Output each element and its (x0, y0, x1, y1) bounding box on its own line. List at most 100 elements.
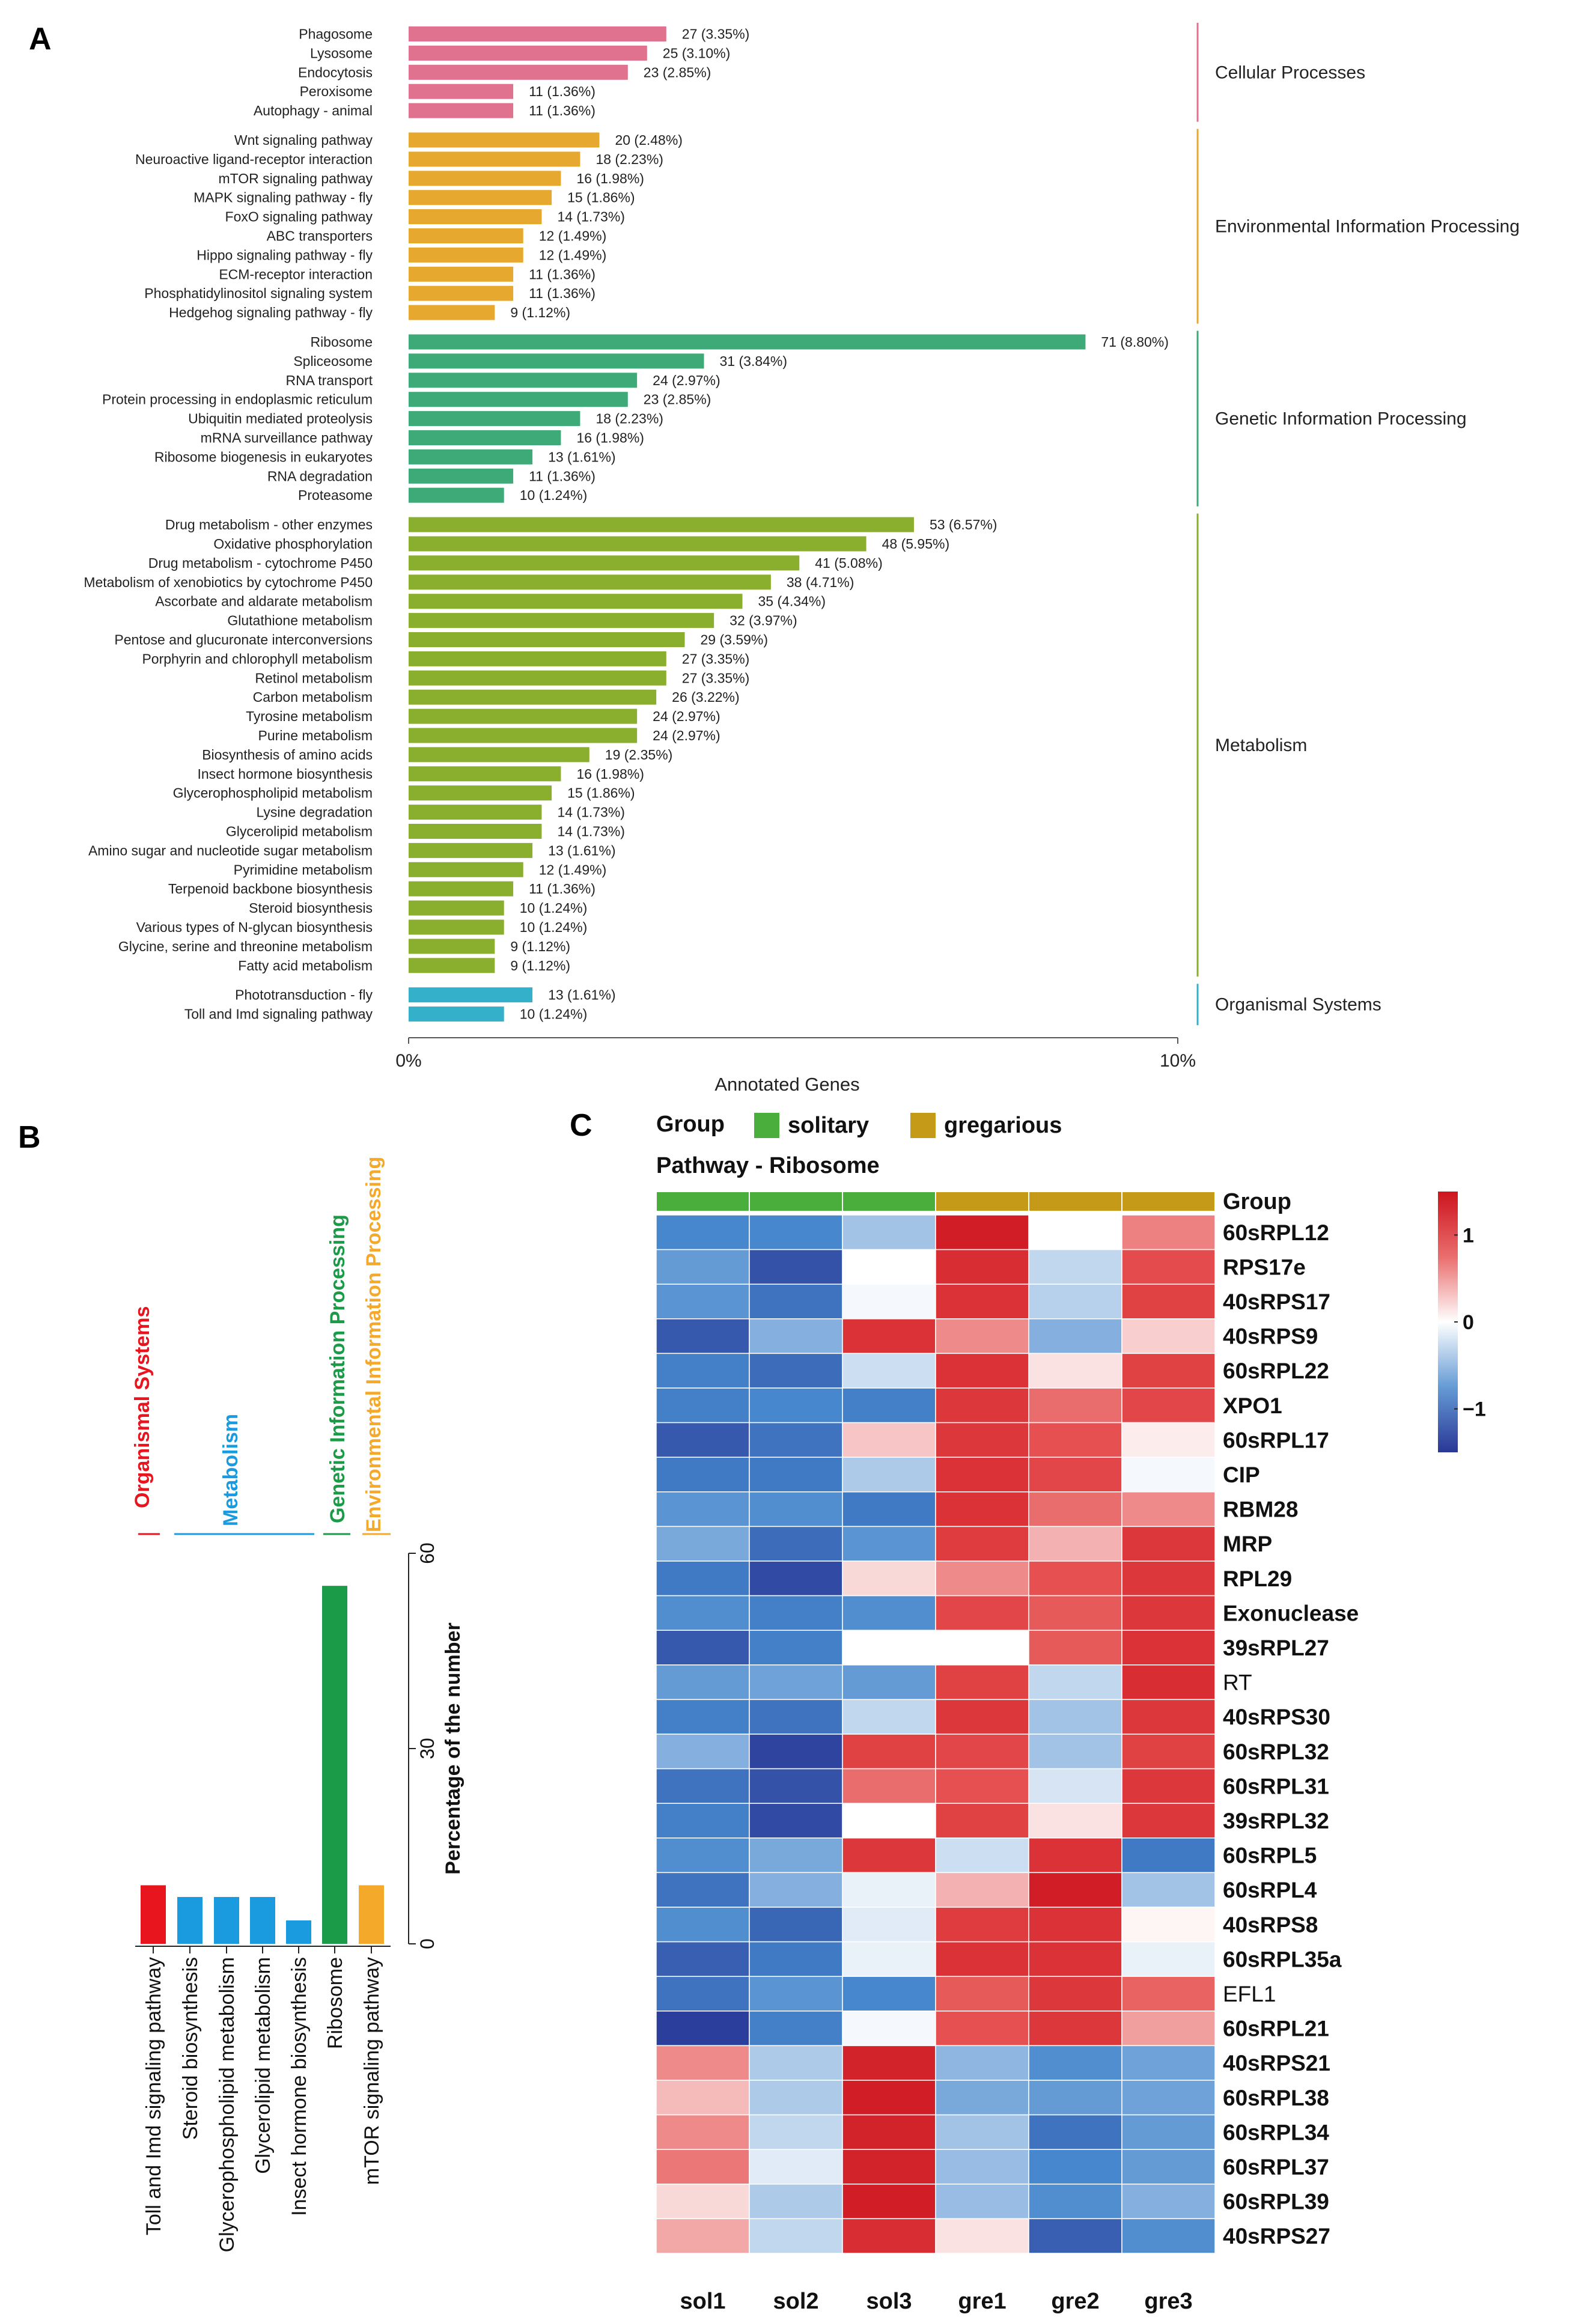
heatmap-cell (1028, 1422, 1122, 1458)
heatmap-cell (935, 2045, 1029, 2081)
bar-insect-hormone-biosynthesis (409, 766, 561, 782)
heatmap-cell (1028, 1249, 1122, 1285)
heatmap-cell (1121, 1353, 1216, 1389)
bar-drug-metabolism-other-enzymes (409, 517, 914, 532)
heatmap-cell (1028, 2149, 1122, 2185)
bar-toll-and-imd-signaling-pathway (409, 1006, 504, 1022)
heatmap-cell (656, 2114, 750, 2150)
bar-ribosome (322, 1586, 347, 1944)
pathway-label: Lysine degradation (256, 805, 373, 820)
heatmap-cell (656, 1630, 750, 1666)
heatmap-cell (935, 1526, 1029, 1562)
x-tick-label: Ribosome (324, 1957, 347, 2049)
heatmap-cell (1121, 1318, 1216, 1354)
legend-title: Group (656, 1112, 725, 1137)
heatmap-cell (1121, 1422, 1216, 1458)
column-label-sol1: sol1 (680, 2289, 725, 2314)
row-label-60srpl31: 60sRPL31 (1223, 1774, 1329, 1798)
bar-phosphatidylinositol-signaling-system (409, 285, 514, 301)
heatmap-cell (1028, 1941, 1122, 1977)
pathway-label: Terpenoid backbone biosynthesis (168, 881, 373, 897)
heatmap-cell (1028, 1491, 1122, 1527)
pathway-label: Phagosome (299, 26, 373, 42)
pathway-label: FoxO signaling pathway (225, 209, 373, 225)
x-tick-label: 0% (395, 1051, 421, 1071)
bar-value-label: 13 (1.61%) (548, 987, 616, 1003)
heatmap-cell (749, 1976, 843, 2012)
bar-ascorbate-and-aldarate-metabolism (409, 594, 743, 609)
bar-value-label: 24 (2.97%) (653, 708, 720, 724)
heatmap-cell (842, 1560, 936, 1597)
pathway-label: Tyrosine metabolism (246, 708, 373, 724)
row-label-60srpl38: 60sRPL38 (1223, 2086, 1329, 2110)
row-label-40srps17: 40sRPS17 (1223, 1289, 1330, 1314)
row-label-40srps27: 40sRPS27 (1223, 2224, 1330, 2248)
pathway-label: Ribosome (310, 334, 373, 350)
heatmap-cell (656, 1803, 750, 1839)
pathway-label: Peroxisome (300, 84, 373, 99)
x-axis-title: Annotated Genes (714, 1074, 859, 1095)
heatmap-cell (935, 1318, 1029, 1354)
panel-label-a: A (29, 22, 52, 56)
heatmap-cell (935, 1387, 1029, 1423)
bar-mtor-signaling-pathway (359, 1885, 384, 1944)
bar-purine-metabolism (409, 728, 638, 743)
heatmap-cell (1028, 1699, 1122, 1735)
pathway-label: Endocytosis (298, 64, 373, 80)
bar-phagosome (409, 26, 666, 41)
heatmap-cell (656, 1387, 750, 1423)
x-tick-label: Insect hormone biosynthesis (288, 1957, 311, 2216)
heatmap-cell (842, 1976, 936, 2012)
heatmap-cell (656, 1526, 750, 1562)
heatmap-cell (1121, 2080, 1216, 2116)
colorbar-tick-label: 1 (1463, 1224, 1474, 1247)
row-label-39srpl32: 39sRPL32 (1223, 1809, 1329, 1833)
heatmap-cell (749, 1249, 843, 1285)
heatmap-cell (1121, 1734, 1216, 1770)
category-label-genetic-information-processing: Genetic Information Processing (1215, 409, 1467, 429)
heatmap-cell (1121, 1837, 1216, 1874)
bar-drug-metabolism-cytochrome-p450 (409, 555, 800, 571)
y-axis-title: Percentage of the number (442, 1622, 464, 1874)
heatmap-cell (1028, 1595, 1122, 1631)
heatmap-cell (1028, 1664, 1122, 1700)
bar-value-label: 16 (1.98%) (576, 430, 644, 446)
pathway-label: mTOR signaling pathway (218, 171, 373, 186)
heatmap-cell (749, 1595, 843, 1631)
bar-retinol-metabolism (409, 670, 666, 686)
bar-endocytosis (409, 64, 628, 80)
group-label-metabolism: Metabolism (219, 1414, 242, 1526)
heatmap-cell (935, 2184, 1029, 2220)
bar-abc-transporters (409, 228, 523, 243)
row-label-efl1: EFL1 (1223, 1982, 1276, 2006)
heatmap-cell (935, 1907, 1029, 1943)
heatmap-cell (935, 2218, 1029, 2254)
group-bar-cell (1028, 1191, 1122, 1212)
heatmap-cell (749, 1526, 843, 1562)
heatmap-cell (749, 1630, 843, 1666)
heatmap-cell (842, 2218, 936, 2254)
bar-amino-sugar-and-nucleotide-sugar-metabolism (409, 842, 533, 858)
heatmap-cell (842, 1872, 936, 1908)
row-label-rps17e: RPS17e (1223, 1255, 1306, 1279)
heatmap-cell (1121, 2045, 1216, 2081)
row-label-60srpl37: 60sRPL37 (1223, 2155, 1329, 2179)
heatmap-cell (1121, 2184, 1216, 2220)
heatmap-cell (656, 1422, 750, 1458)
heatmap-cell (656, 1907, 750, 1943)
heatmap-cell (935, 1976, 1029, 2012)
bar-value-label: 10 (1.24%) (520, 919, 588, 935)
heatmap-cell (1028, 2045, 1122, 2081)
row-label-40srps9: 40sRPS9 (1223, 1324, 1318, 1349)
row-label-40srps21: 40sRPS21 (1223, 2051, 1330, 2075)
heatmap-cell (656, 1214, 750, 1250)
column-label-gre3: gre3 (1144, 2289, 1192, 2314)
row-label-60srpl22: 60sRPL22 (1223, 1359, 1329, 1383)
heatmap-cell (935, 2011, 1029, 2047)
heatmap-cell (749, 1318, 843, 1354)
heatmap-cell (656, 1595, 750, 1631)
bar-value-label: 24 (2.97%) (653, 728, 720, 743)
heatmap-cell (935, 1664, 1029, 1700)
heatmap-cell (842, 1387, 936, 1423)
